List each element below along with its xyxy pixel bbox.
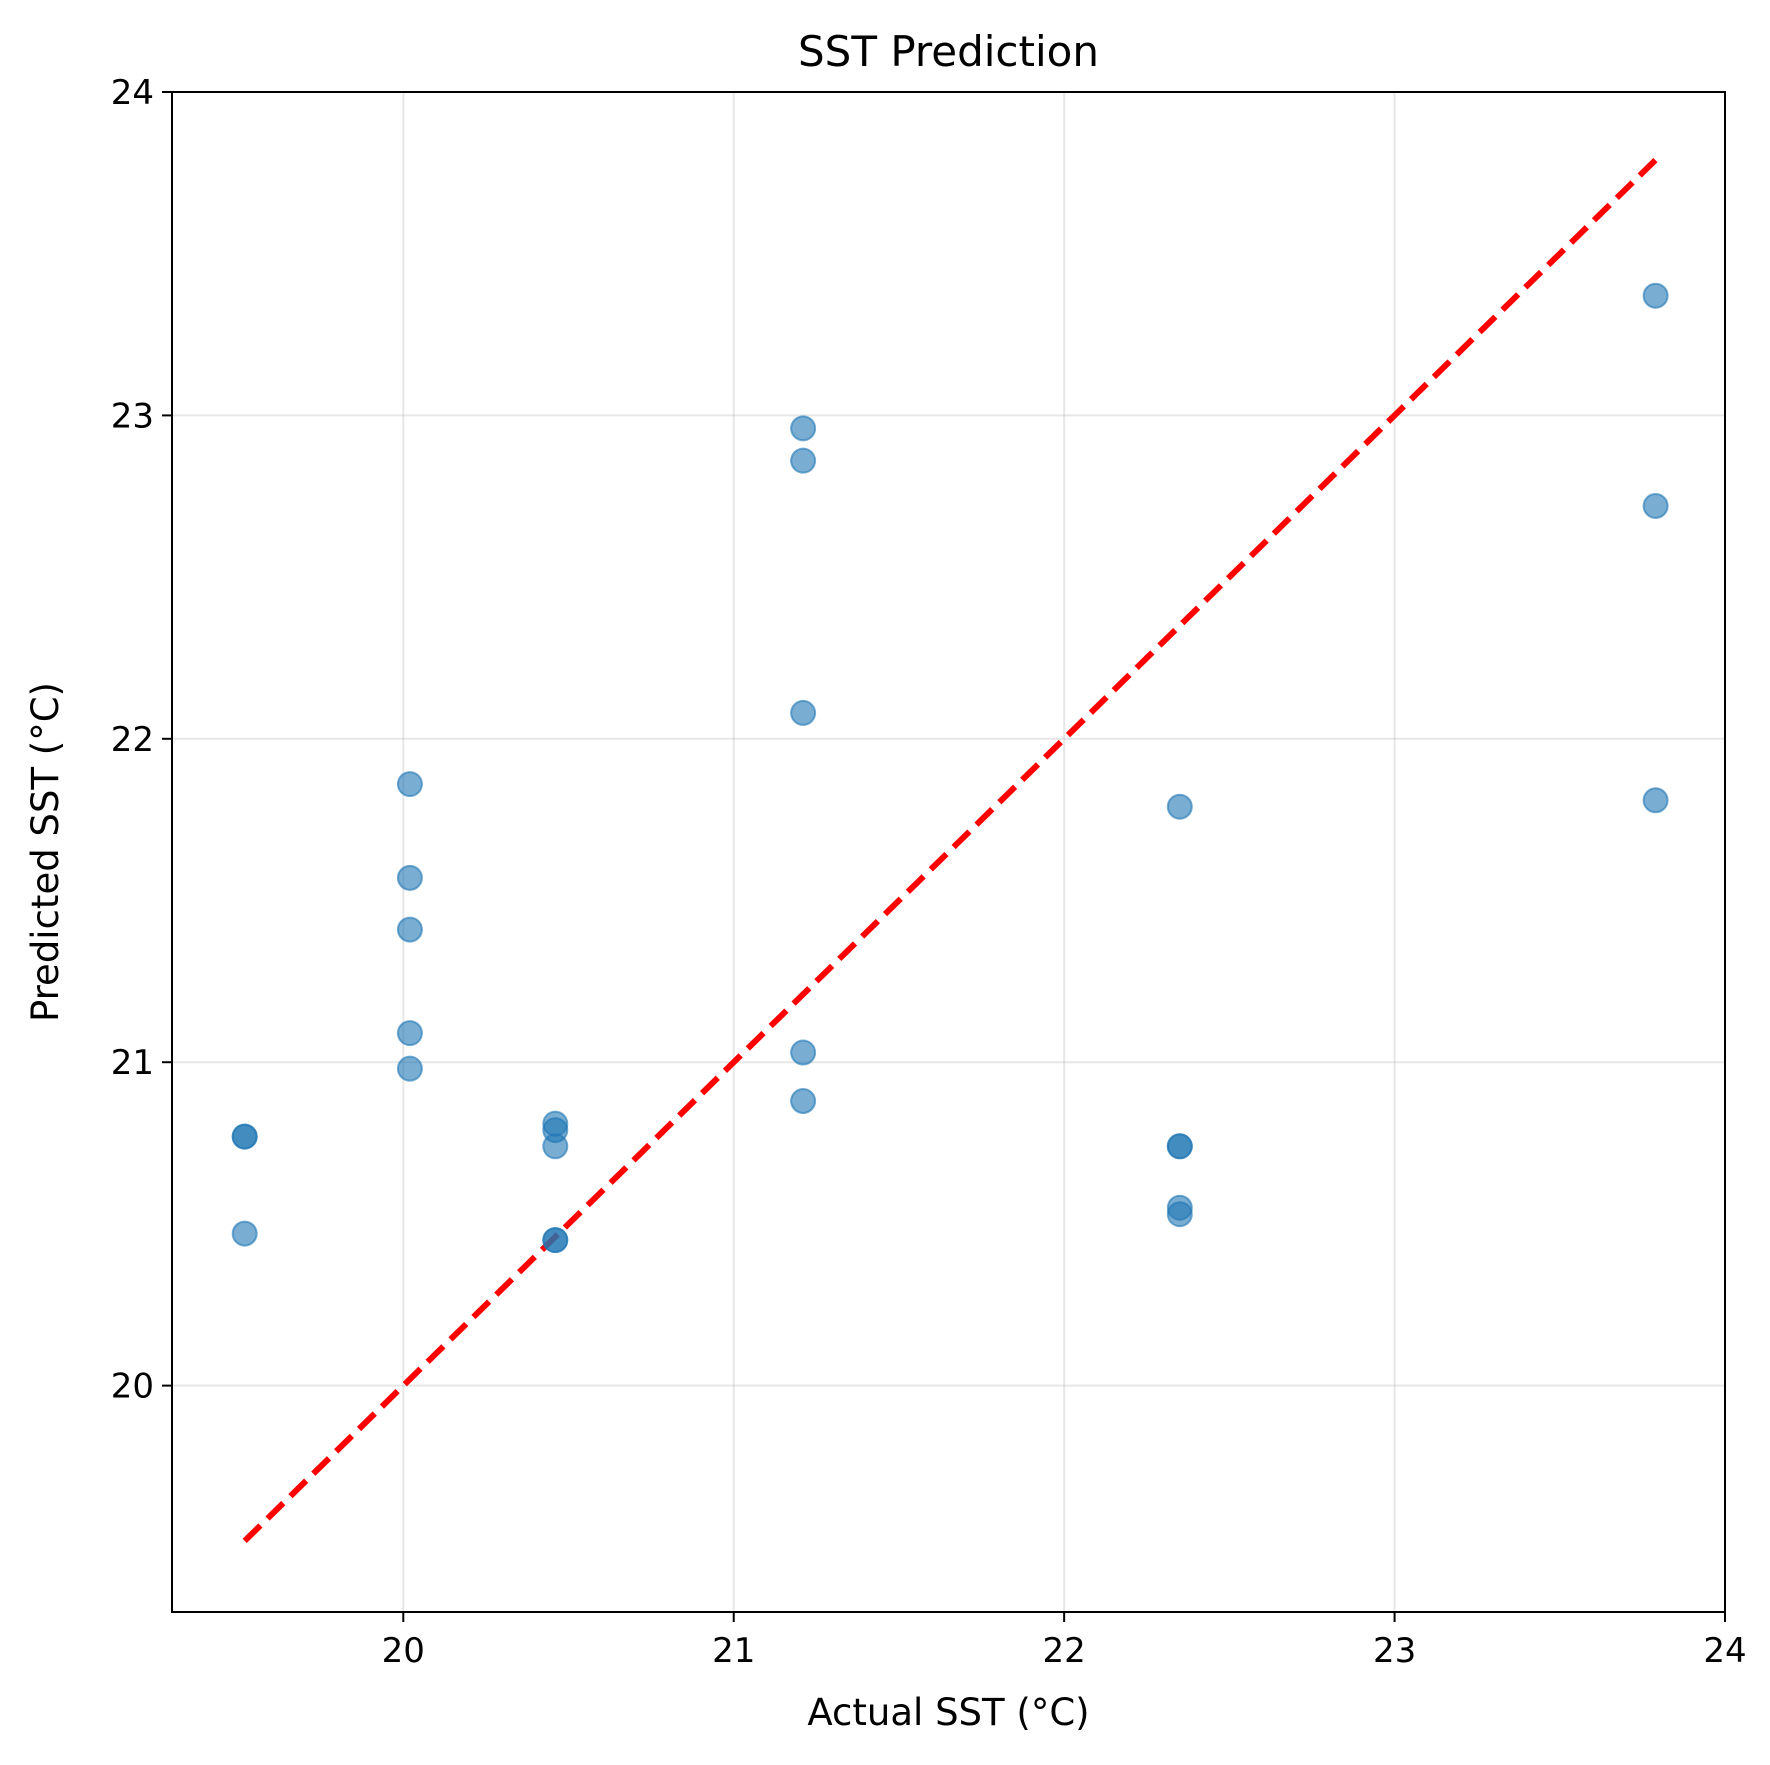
x-tick-label: 20 bbox=[382, 1631, 425, 1671]
x-tick-label: 21 bbox=[712, 1631, 755, 1671]
data-point bbox=[542, 1227, 569, 1254]
y-tick-label: 21 bbox=[111, 1043, 154, 1083]
data-point bbox=[790, 415, 817, 442]
y-tick-label: 20 bbox=[111, 1367, 154, 1407]
data-point bbox=[790, 447, 817, 474]
x-tick-label: 24 bbox=[1703, 1631, 1746, 1671]
reference-line bbox=[242, 157, 1658, 1543]
data-point bbox=[542, 1133, 569, 1160]
y-tick-label: 23 bbox=[111, 396, 154, 436]
x-tick-label: 23 bbox=[1373, 1631, 1416, 1671]
data-point bbox=[396, 916, 423, 943]
data-point bbox=[1642, 282, 1669, 309]
reference-line-group bbox=[242, 157, 1658, 1543]
y-axis-label: Predicted SST (°C) bbox=[24, 682, 67, 1022]
data-points bbox=[231, 282, 1669, 1254]
data-point bbox=[1642, 787, 1669, 814]
data-point bbox=[790, 1088, 817, 1115]
y-tick-label: 22 bbox=[111, 720, 154, 760]
data-point bbox=[790, 1039, 817, 1066]
data-point bbox=[1166, 1201, 1193, 1228]
x-axis-ticks: 20 21 22 23 24 bbox=[382, 1612, 1747, 1671]
x-tick-label: 22 bbox=[1043, 1631, 1086, 1671]
data-point bbox=[1642, 492, 1669, 519]
data-point bbox=[396, 1020, 423, 1047]
y-axis-ticks: 20 21 22 23 24 bbox=[111, 73, 172, 1407]
plot-frame bbox=[171, 91, 1726, 1613]
data-point bbox=[1166, 1133, 1193, 1160]
chart-title: SST Prediction bbox=[798, 27, 1099, 76]
data-point bbox=[396, 864, 423, 891]
y-tick-label: 24 bbox=[111, 73, 154, 113]
data-point bbox=[231, 1123, 258, 1150]
data-point bbox=[790, 699, 817, 726]
x-axis-label: Actual SST (°C) bbox=[807, 1691, 1089, 1734]
data-point bbox=[396, 771, 423, 798]
data-point bbox=[231, 1220, 258, 1247]
data-point bbox=[396, 1055, 423, 1082]
data-point bbox=[1166, 793, 1193, 820]
